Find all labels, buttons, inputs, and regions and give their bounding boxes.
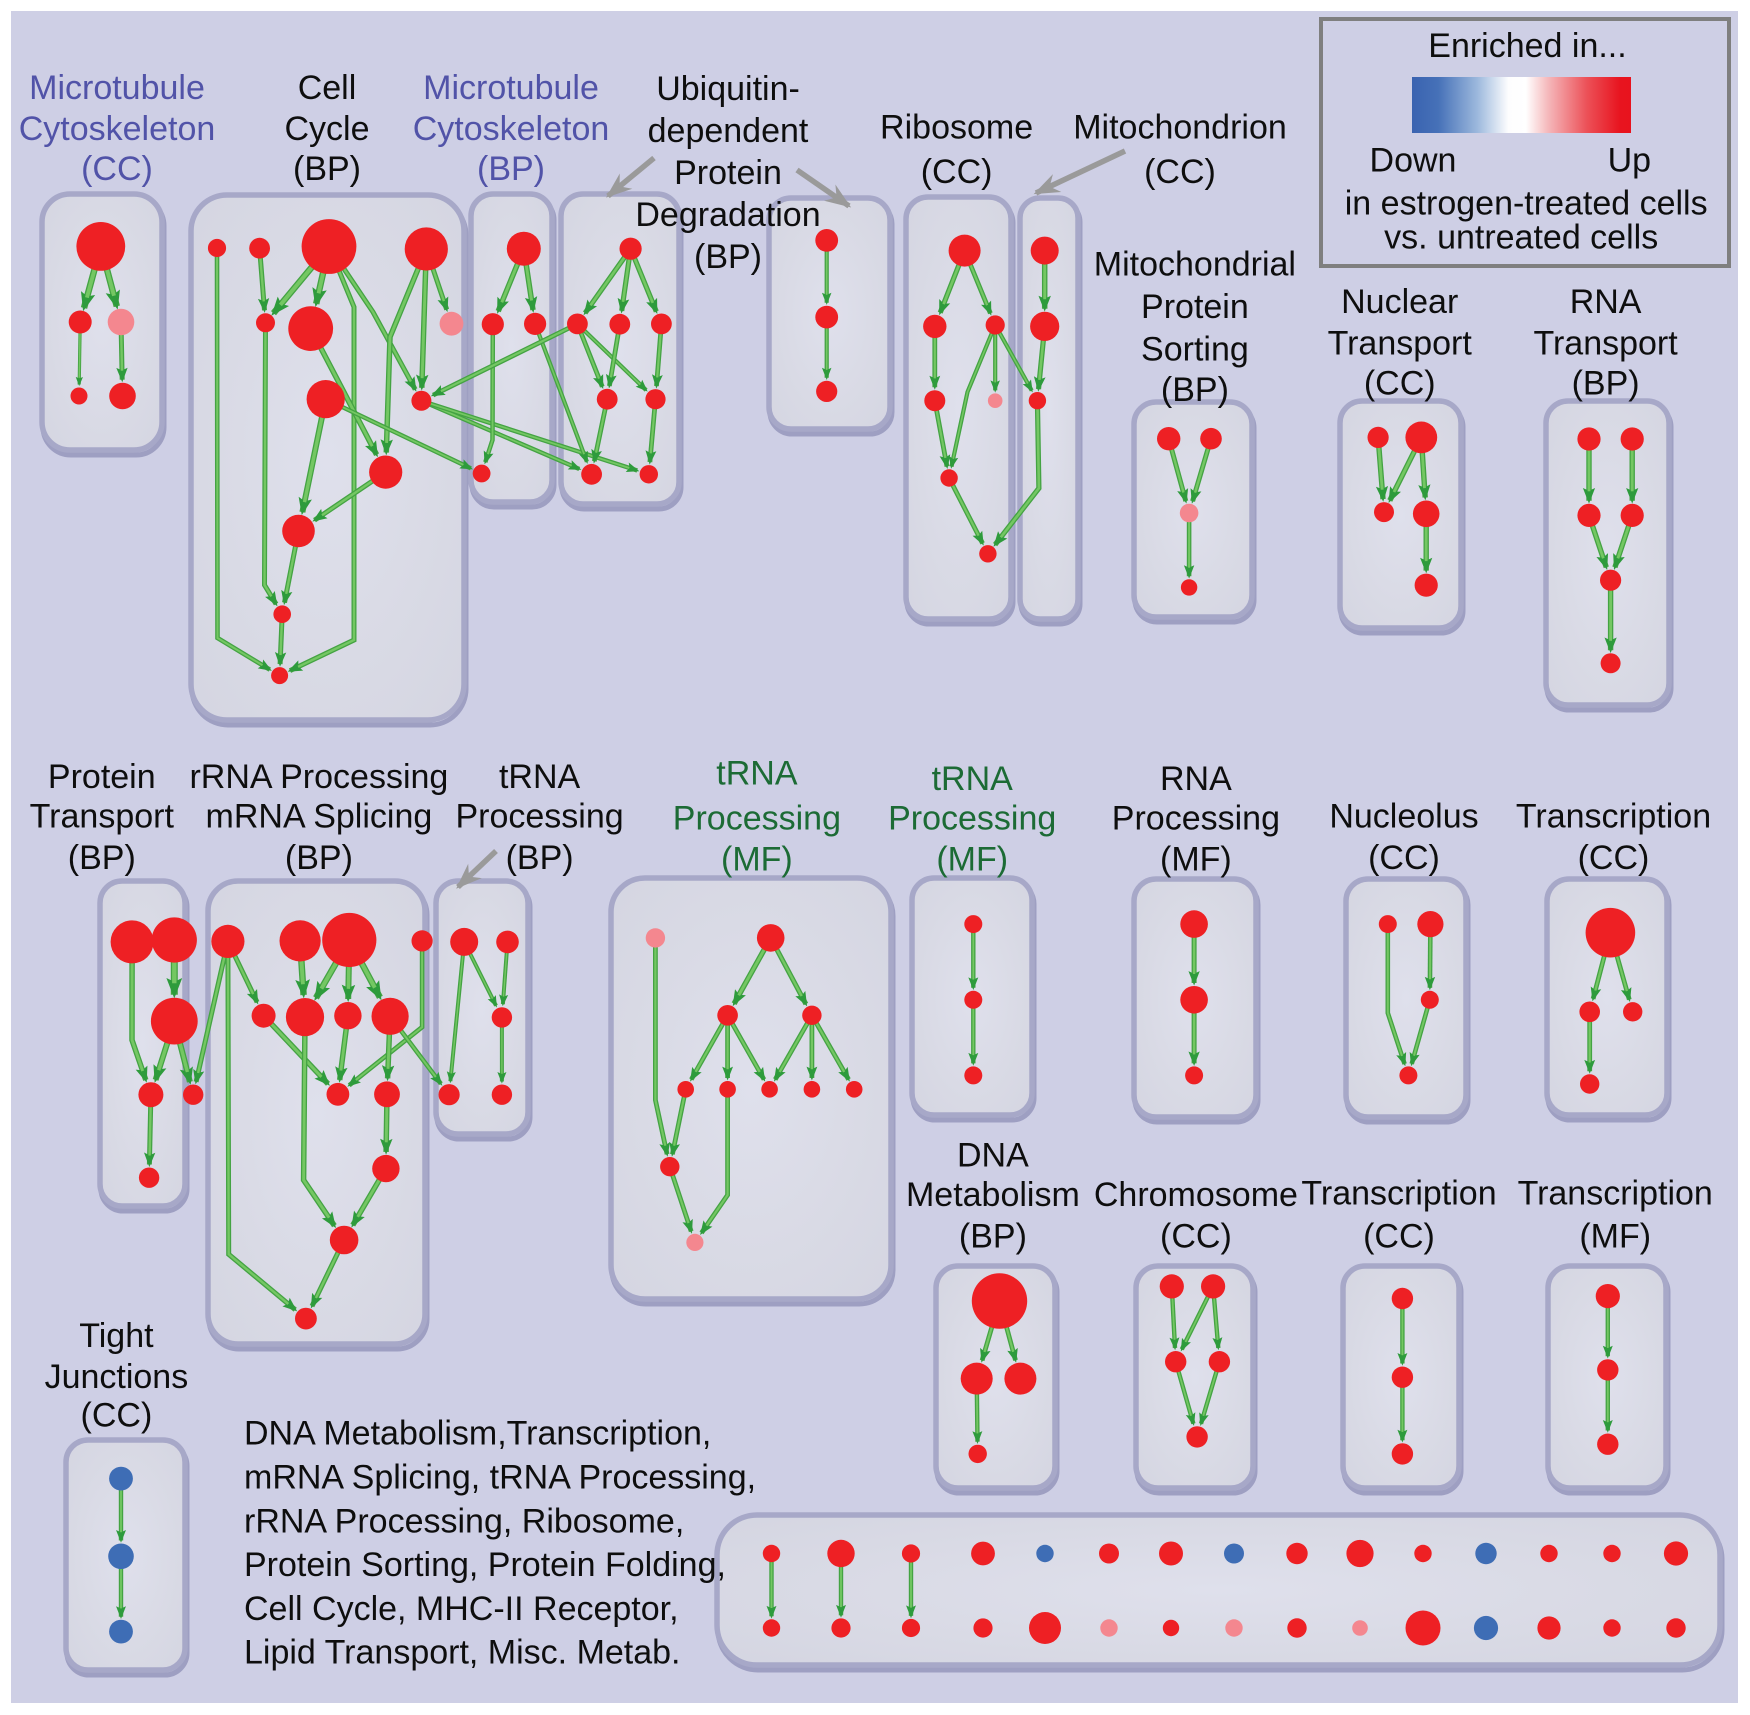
svg-text:(CC): (CC) bbox=[81, 1397, 153, 1435]
svg-text:Ubiquitin-: Ubiquitin- bbox=[656, 70, 800, 108]
svg-text:Processing: Processing bbox=[1112, 799, 1280, 837]
svg-text:Transcription: Transcription bbox=[1516, 798, 1711, 836]
svg-text:Protein: Protein bbox=[48, 758, 156, 796]
svg-text:tRNA: tRNA bbox=[932, 760, 1014, 798]
svg-text:Degradation: Degradation bbox=[635, 196, 820, 234]
svg-text:Metabolism: Metabolism bbox=[906, 1176, 1080, 1214]
svg-text:tRNA: tRNA bbox=[499, 758, 581, 796]
svg-text:Processing: Processing bbox=[673, 799, 841, 837]
svg-text:Transport: Transport bbox=[30, 798, 175, 836]
svg-text:Processing: Processing bbox=[888, 799, 1056, 837]
svg-text:(MF): (MF) bbox=[1579, 1217, 1651, 1255]
svg-text:Transcription: Transcription bbox=[1301, 1174, 1496, 1212]
svg-text:(MF): (MF) bbox=[721, 841, 793, 879]
svg-text:(CC): (CC) bbox=[81, 150, 153, 188]
svg-text:Processing: Processing bbox=[455, 798, 623, 836]
svg-text:Enriched in...: Enriched in... bbox=[1428, 27, 1626, 65]
svg-text:Mitochondrial: Mitochondrial bbox=[1094, 246, 1296, 284]
svg-text:DNA: DNA bbox=[957, 1137, 1029, 1175]
svg-text:Microtubule: Microtubule bbox=[423, 69, 599, 107]
svg-text:(BP): (BP) bbox=[285, 839, 353, 877]
svg-text:Cycle: Cycle bbox=[284, 110, 369, 148]
svg-text:(BP): (BP) bbox=[293, 150, 361, 188]
svg-text:Transport: Transport bbox=[1328, 325, 1473, 363]
svg-text:RNA: RNA bbox=[1160, 760, 1232, 798]
svg-text:(MF): (MF) bbox=[1160, 841, 1232, 879]
svg-text:(BP): (BP) bbox=[1161, 371, 1229, 409]
svg-text:Mitochondrion: Mitochondrion bbox=[1073, 109, 1287, 147]
svg-text:Cell Cycle, MHC-II Receptor,: Cell Cycle, MHC-II Receptor, bbox=[244, 1590, 679, 1628]
svg-text:vs. untreated cells: vs. untreated cells bbox=[1384, 218, 1658, 256]
svg-text:Nuclear: Nuclear bbox=[1341, 283, 1458, 321]
svg-text:rRNA Processing, Ribosome,: rRNA Processing, Ribosome, bbox=[244, 1502, 684, 1540]
svg-text:Protein: Protein bbox=[1141, 288, 1249, 326]
svg-text:(CC): (CC) bbox=[1364, 365, 1436, 403]
svg-text:Lipid Transport, Misc. Metab.: Lipid Transport, Misc. Metab. bbox=[244, 1634, 681, 1672]
svg-text:(CC): (CC) bbox=[1368, 839, 1440, 877]
svg-text:(CC): (CC) bbox=[921, 153, 993, 191]
svg-text:Sorting: Sorting bbox=[1141, 330, 1249, 368]
svg-text:(CC): (CC) bbox=[1578, 839, 1650, 877]
svg-text:Microtubule: Microtubule bbox=[29, 69, 205, 107]
svg-text:(BP): (BP) bbox=[477, 150, 545, 188]
svg-text:Transcription: Transcription bbox=[1518, 1174, 1713, 1212]
svg-text:Protein Sorting, Protein Foldi: Protein Sorting, Protein Folding, bbox=[244, 1546, 726, 1584]
svg-text:Cytoskeleton: Cytoskeleton bbox=[19, 110, 216, 148]
svg-text:Cytoskeleton: Cytoskeleton bbox=[413, 110, 610, 148]
svg-text:mRNA Splicing: mRNA Splicing bbox=[206, 798, 433, 836]
svg-text:mRNA Splicing, tRNA Processing: mRNA Splicing, tRNA Processing, bbox=[244, 1459, 756, 1497]
svg-text:(BP): (BP) bbox=[506, 839, 574, 877]
svg-text:Ribosome: Ribosome bbox=[880, 109, 1033, 147]
svg-text:RNA: RNA bbox=[1570, 283, 1642, 321]
svg-text:tRNA: tRNA bbox=[716, 755, 798, 793]
svg-text:(CC): (CC) bbox=[1160, 1218, 1232, 1256]
svg-text:Transport: Transport bbox=[1533, 325, 1678, 363]
svg-text:DNA Metabolism,Transcription,: DNA Metabolism,Transcription, bbox=[244, 1415, 711, 1453]
svg-text:Tight: Tight bbox=[79, 1317, 154, 1355]
svg-text:Chromosome: Chromosome bbox=[1094, 1176, 1298, 1214]
svg-text:in estrogen-treated cells: in estrogen-treated cells bbox=[1345, 184, 1708, 222]
svg-text:Protein: Protein bbox=[674, 154, 782, 192]
svg-text:Junctions: Junctions bbox=[45, 1358, 189, 1396]
svg-text:dependent: dependent bbox=[648, 112, 809, 150]
svg-text:(MF): (MF) bbox=[936, 841, 1008, 879]
svg-text:(BP): (BP) bbox=[68, 839, 136, 877]
svg-text:Nucleolus: Nucleolus bbox=[1329, 798, 1478, 836]
svg-text:(BP): (BP) bbox=[1572, 365, 1640, 403]
svg-text:Down: Down bbox=[1370, 142, 1457, 180]
svg-text:(BP): (BP) bbox=[959, 1218, 1027, 1256]
svg-text:(CC): (CC) bbox=[1144, 153, 1216, 191]
svg-text:(BP): (BP) bbox=[694, 238, 762, 276]
svg-text:Up: Up bbox=[1608, 142, 1651, 180]
svg-text:rRNA Processing: rRNA Processing bbox=[189, 758, 448, 796]
svg-text:Cell: Cell bbox=[298, 69, 357, 107]
svg-text:(CC): (CC) bbox=[1363, 1217, 1435, 1255]
